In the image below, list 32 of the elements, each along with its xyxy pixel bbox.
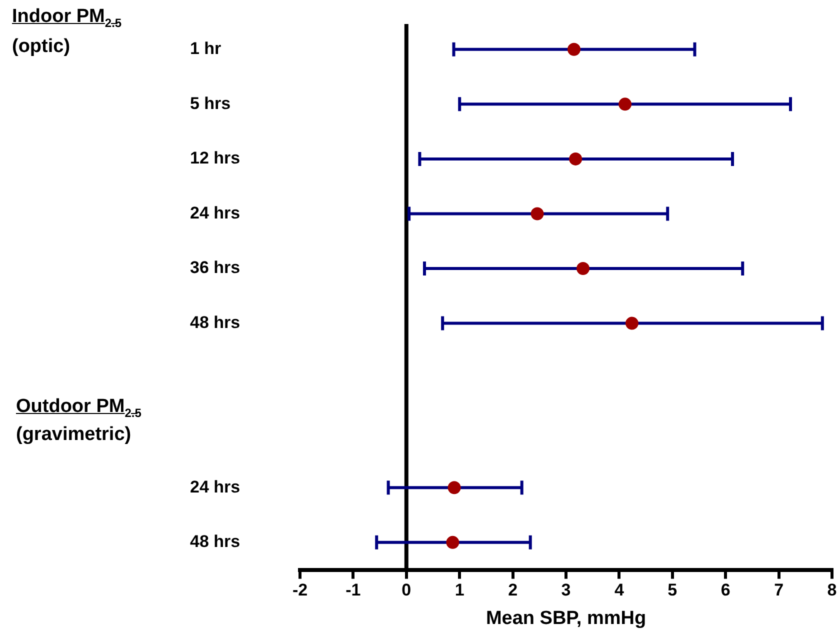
y-tick-label: 48 hrs xyxy=(190,532,240,552)
point xyxy=(618,98,632,111)
x-tick-label: 1 xyxy=(454,580,464,600)
x-tick-label: 2 xyxy=(508,580,518,600)
text: (optic) xyxy=(12,36,70,58)
x-tick-label: 4 xyxy=(614,580,624,600)
y-tick-label: 24 hrs xyxy=(190,203,240,222)
text: Outdoor PM$_{2.5}$ xyxy=(16,396,142,420)
x-axis-title: Mean SBP, mmHg xyxy=(486,608,646,629)
y-tick-label: 36 hrs xyxy=(190,258,240,278)
x-tick-label: 8 xyxy=(827,580,837,600)
x-tick-label: -2 xyxy=(292,580,308,600)
x-tick-label: 5 xyxy=(668,580,678,600)
x-tick-label: 6 xyxy=(720,580,730,600)
text: (gravimetric) xyxy=(16,424,132,446)
y-tick-label: 24 hrs xyxy=(190,477,240,496)
x-tick-label: -1 xyxy=(346,580,361,600)
point xyxy=(448,481,461,494)
point xyxy=(446,536,460,549)
point xyxy=(625,316,638,330)
x-tick-label: 3 xyxy=(561,580,571,600)
point xyxy=(576,262,590,276)
x-tick-label: 7 xyxy=(774,580,784,600)
text: Indoor PM$_{2.5}$ xyxy=(12,6,122,30)
y-tick-label: 1 hr xyxy=(190,39,222,58)
point xyxy=(569,152,582,166)
point xyxy=(567,42,580,56)
y-tick-label: 5 hrs xyxy=(190,94,231,113)
point xyxy=(530,207,544,220)
x-tick-label: 0 xyxy=(402,580,412,600)
y-tick-label: 12 hrs xyxy=(190,148,240,168)
y-tick-label: 48 hrs xyxy=(190,312,240,332)
